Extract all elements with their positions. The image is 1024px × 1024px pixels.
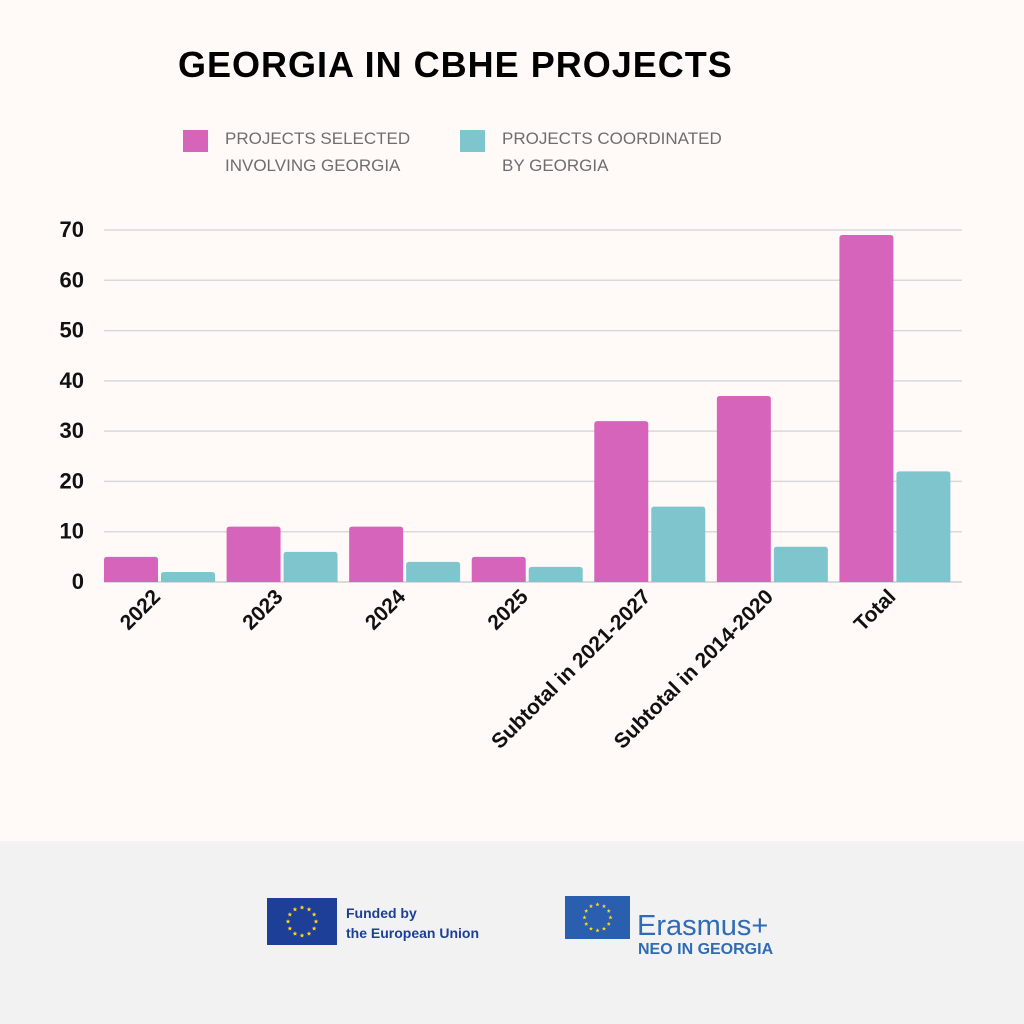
- legend-swatch-selected: [183, 130, 208, 152]
- star-icon: [601, 926, 607, 931]
- bar-selected: [839, 235, 894, 582]
- legend-label-selected: PROJECTS SELECTED INVOLVING GEORGIA: [225, 125, 445, 179]
- footer: [0, 841, 1024, 1024]
- bar-selected: [471, 556, 526, 582]
- bar-selected: [716, 395, 771, 582]
- y-tick-label: 60: [60, 267, 84, 292]
- star-icon: [306, 931, 312, 936]
- chart-title: GEORGIA IN CBHE PROJECTS: [178, 44, 733, 85]
- star-icon: [584, 908, 589, 913]
- funded-by-line: the European Union: [346, 925, 479, 941]
- funded-by-line: Funded by: [346, 905, 417, 921]
- legend-item-coordinated: PROJECTS COORDINATED BY GEORGIA: [460, 125, 722, 179]
- star-icon: [287, 926, 293, 931]
- chart-panel: GEORGIA IN CBHE PROJECTS PROJECTS SELECT…: [59, 44, 962, 754]
- star-icon: [584, 921, 589, 926]
- star-icon: [287, 912, 293, 917]
- x-tick-label: 2022: [116, 585, 165, 634]
- legend-label-line: PROJECTS SELECTED: [225, 129, 411, 148]
- star-icon: [299, 905, 305, 910]
- star-icon: [313, 919, 319, 924]
- star-icon: [292, 906, 298, 912]
- y-tick-label: 40: [60, 368, 84, 393]
- bar-coordinated: [528, 566, 583, 582]
- y-tick-label: 70: [60, 217, 84, 242]
- y-tick-label: 10: [60, 519, 84, 544]
- bar-coordinated: [651, 506, 706, 582]
- y-tick-label: 20: [60, 468, 84, 493]
- x-tick-label: 2024: [361, 585, 411, 635]
- star-icon: [601, 904, 607, 909]
- bar-coordinated: [406, 561, 461, 582]
- star-icon: [582, 915, 587, 920]
- star-icon: [608, 915, 613, 920]
- star-icon: [588, 926, 594, 931]
- bar-selected: [226, 526, 281, 582]
- neo-in-georgia-label: NEO IN GEORGIA: [638, 941, 774, 958]
- bar-coordinated: [896, 471, 951, 582]
- bar-selected: [594, 421, 649, 582]
- star-icon: [606, 921, 611, 926]
- eu-flag-icon: [267, 898, 337, 945]
- star-icon: [299, 933, 305, 938]
- x-tick-label: 2023: [238, 585, 287, 634]
- legend-label-coordinated: PROJECTS COORDINATED BY GEORGIA: [502, 125, 722, 179]
- bar-coordinated: [283, 551, 338, 582]
- x-tick-label: Total: [850, 585, 901, 636]
- legend-swatch-coordinated: [460, 130, 485, 152]
- star-icon: [311, 912, 317, 917]
- y-tick-label: 30: [60, 418, 84, 443]
- star-icon: [306, 906, 312, 912]
- star-icon: [311, 926, 317, 931]
- bar-coordinated: [161, 571, 215, 582]
- star-icon: [588, 904, 594, 909]
- star-icon: [595, 928, 600, 933]
- erasmus-flag-icon: [565, 896, 630, 939]
- star-icon: [595, 902, 600, 907]
- legend-label-line: INVOLVING GEORGIA: [225, 156, 401, 175]
- y-tick-label: 50: [60, 318, 84, 343]
- legend-label-line: PROJECTS COORDINATED: [502, 129, 722, 148]
- star-icon: [606, 908, 611, 913]
- y-tick-label: 0: [72, 569, 84, 594]
- funded-by-eu-label: Funded by the European Union: [346, 903, 479, 943]
- bar-selected: [104, 556, 158, 582]
- star-icon: [285, 919, 291, 924]
- erasmus-plus-logo: Erasmus+: [637, 910, 769, 942]
- legend-label-line: BY GEORGIA: [502, 156, 609, 175]
- bar-selected: [349, 526, 404, 582]
- legend-item-selected: PROJECTS SELECTED INVOLVING GEORGIA: [183, 125, 445, 179]
- x-tick-label: 2025: [483, 585, 533, 635]
- bar-coordinated: [773, 546, 828, 582]
- star-icon: [292, 931, 298, 936]
